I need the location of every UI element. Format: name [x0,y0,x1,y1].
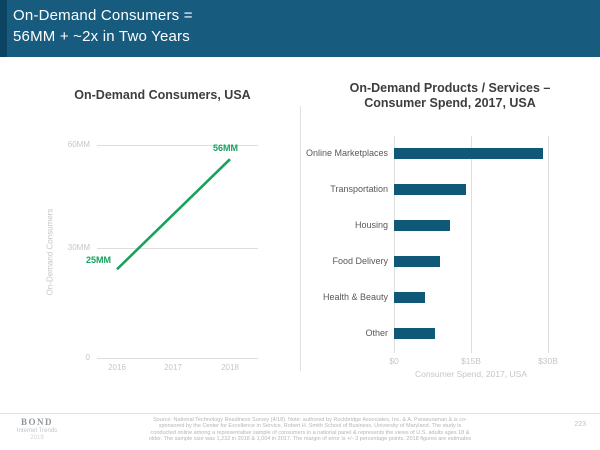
y-tick-0: 0 [85,353,90,362]
x-tick-2017: 2017 [164,363,182,372]
gridline-30mm [97,248,258,249]
bar-online-marketplaces [394,148,543,159]
line-point-label-56mm: 56MM [213,143,239,154]
slide-title: On-Demand Consumers = 56MM + ~2x in Two … [13,5,193,47]
y-tick-30mm: 30MM [67,243,90,252]
bar-category-label: Other [365,328,388,338]
left-chart-y-axis-title: On-Demand Consumers [45,208,55,296]
slide-title-line1: On-Demand Consumers = [13,7,193,24]
x-tick-30b: $30B [538,356,558,366]
right-chart-title: On-Demand Products / Services – Consumer… [308,81,592,111]
footer-divider-line [0,413,600,414]
bond-logo-wordmark: BOND [20,417,53,427]
gridline-30b [548,136,549,353]
page-number: 223 [574,421,586,428]
bond-logo-subtitle: Internet Trends [16,428,58,434]
x-tick-0b: $0 [389,356,399,366]
bar-other [394,328,436,339]
bar-category-label: Health & Beauty [322,292,388,302]
bar-category-label: Online Marketplaces [305,148,388,158]
bar-housing [394,220,451,231]
x-tick-2016: 2016 [108,363,126,372]
right-chart-title-line1: On-Demand Products / Services – [349,81,551,95]
line-point-label-25mm: 25MM [86,255,112,266]
footnote-line-3: conducted online among a representative … [150,429,470,436]
bar-category-label: Food Delivery [332,256,388,266]
gridline-0b [394,136,395,353]
x-tick-15b: $15B [461,356,481,366]
chart-divider-line [300,106,301,371]
source-footnote: Source: National Technology Readiness Su… [120,417,500,443]
footnote-line-1: Source: National Technology Readiness Su… [153,417,467,423]
x-tick-2018: 2018 [221,363,239,372]
slide-title-line2: 56MM + ~2x in Two Years [13,28,190,45]
bond-logo: BOND Internet Trends 2019 [6,417,68,441]
gridline-15b [471,136,472,353]
footnote-line-2: sponsored by the Center for Excellence i… [158,423,462,430]
y-tick-60mm: 60MM [67,140,90,149]
right-chart-x-axis-title: Consumer Spend, 2017, USA [415,369,527,379]
footnote-line-4: older. The sample size was 1,232 in 2018… [148,436,472,443]
slide-header: On-Demand Consumers = 56MM + ~2x in Two … [0,0,600,57]
gridline-60mm [97,145,258,146]
bar-category-label: Transportation [330,184,388,194]
header-accent-bar [0,0,7,57]
left-chart-title: On-Demand Consumers, USA [74,88,251,102]
bar-transportation [394,184,466,195]
bar-health-beauty [394,292,425,303]
bond-logo-year: 2019 [30,435,44,441]
right-chart-title-line2: Consumer Spend, 2017, USA [364,96,536,110]
bar-category-label: Housing [354,220,388,230]
bar-food-delivery [394,256,441,267]
x-axis-line [97,358,258,359]
